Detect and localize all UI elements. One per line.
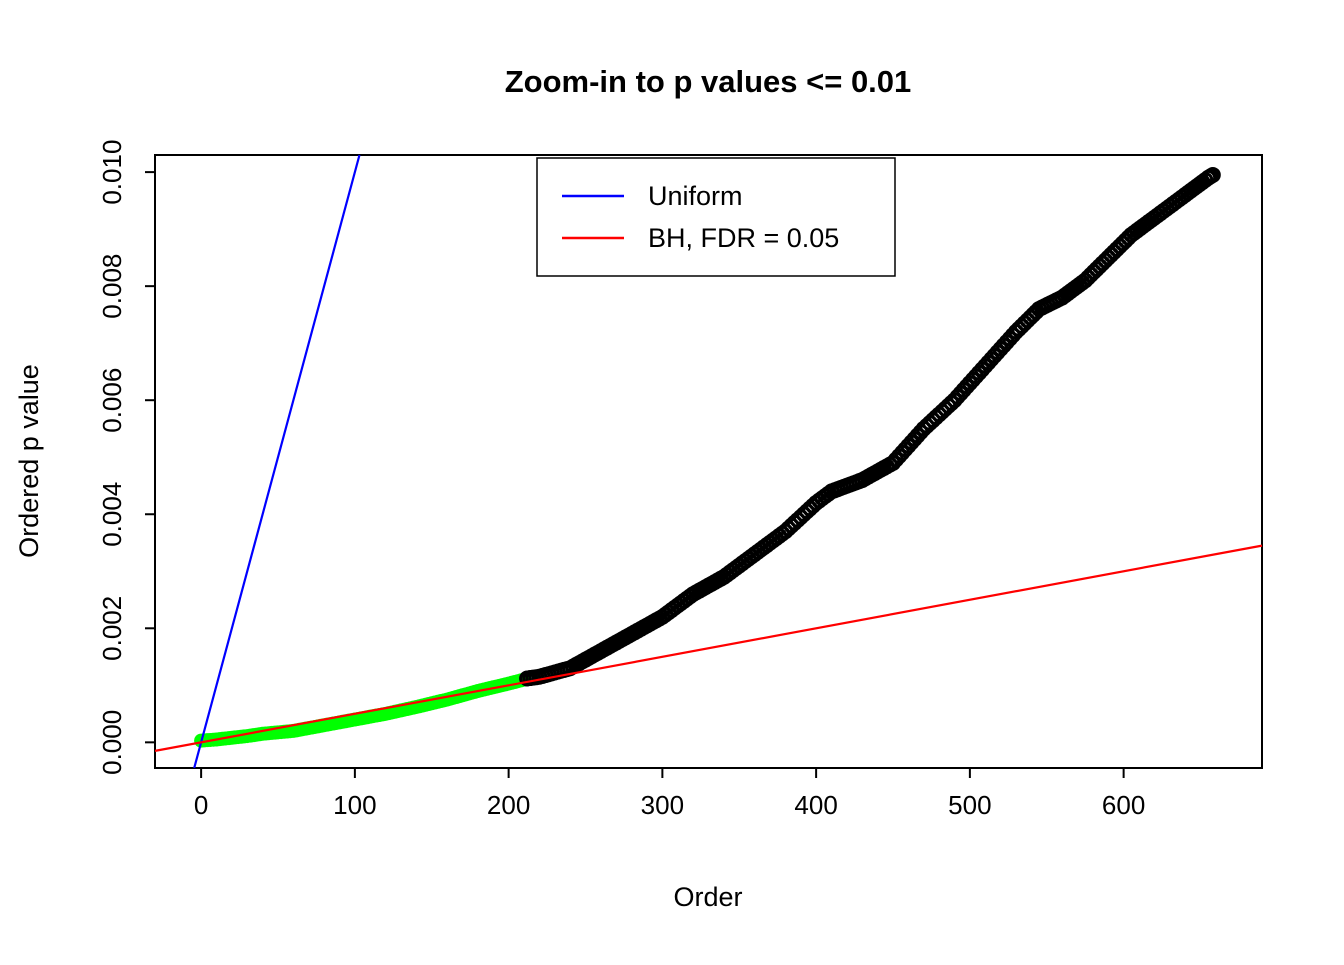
plot-box bbox=[154, 154, 1263, 769]
legend-box bbox=[536, 157, 896, 277]
x-axis-label: Order bbox=[673, 882, 742, 912]
nonsignificant-points-group bbox=[519, 166, 1221, 687]
y-axis-ticks: 0.000 0.002 0.004 0.006 0.008 0.010 bbox=[97, 140, 155, 775]
uniform-line bbox=[193, 154, 361, 769]
y-tick-label: 0.006 bbox=[97, 368, 127, 433]
x-tick-label: 400 bbox=[794, 790, 837, 820]
chart-title: Zoom-in to p values <= 0.01 bbox=[505, 64, 912, 99]
x-axis-ticks: 0 100 200 300 400 500 600 bbox=[194, 768, 1145, 820]
x-tick-label: 100 bbox=[333, 790, 376, 820]
x-tick-label: 300 bbox=[641, 790, 684, 820]
x-tick-label: 500 bbox=[948, 790, 991, 820]
legend: Uniform BH, FDR = 0.05 bbox=[536, 157, 896, 277]
y-axis-label: Ordered p value bbox=[14, 364, 44, 558]
y-tick-label: 0.000 bbox=[97, 710, 127, 775]
y-tick-label: 0.008 bbox=[97, 254, 127, 319]
bh-line bbox=[154, 544, 1263, 752]
x-tick-label: 600 bbox=[1102, 790, 1145, 820]
y-tick-label: 0.010 bbox=[97, 140, 127, 205]
x-tick-label: 200 bbox=[487, 790, 530, 820]
plot-content: 0 100 200 300 400 500 6000.0000.0020.0040.0060… bbox=[97, 140, 1263, 820]
legend-entry-label: Uniform bbox=[648, 181, 743, 211]
x-tick-label: 0 bbox=[194, 790, 208, 820]
data-point bbox=[1204, 166, 1221, 183]
y-tick-label: 0.002 bbox=[97, 596, 127, 661]
y-tick-label: 0.004 bbox=[97, 482, 127, 547]
significant-points-group bbox=[194, 672, 531, 748]
legend-entry-label: BH, FDR = 0.05 bbox=[648, 223, 839, 253]
